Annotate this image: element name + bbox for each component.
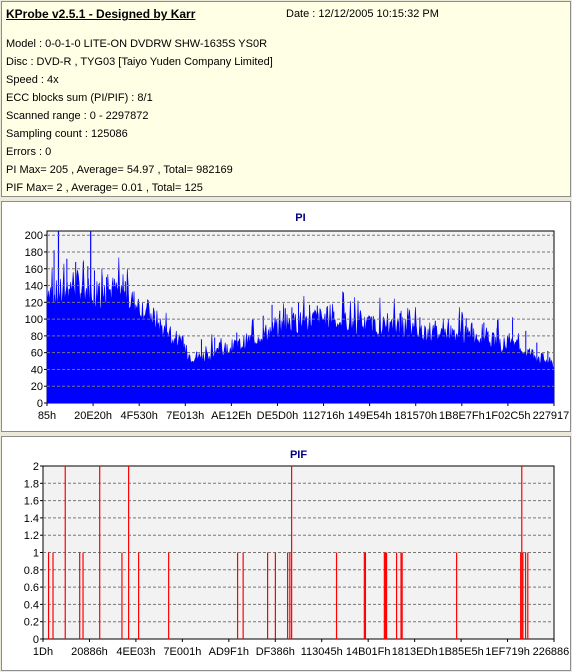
x-tick-label: AD9F1h (209, 646, 249, 658)
x-tick-label: 1EF719h (485, 646, 530, 658)
x-tick-label: 112716h (303, 410, 345, 422)
x-tick-label: 20E20h (74, 410, 112, 422)
x-tick-label: 85h (38, 410, 56, 422)
info-disc: Disc : DVD-R , TYG03 [Taiyo Yuden Compan… (6, 56, 273, 68)
info-pi-summary: PI Max= 205 , Average= 54.97 , Total= 98… (6, 164, 233, 176)
x-tick-label: DF386h (256, 646, 295, 658)
app-title: KProbe v2.5.1 - Designed by Karr (6, 7, 196, 21)
x-tick-label: 7E001h (163, 646, 201, 658)
pi-chart-panel: PI 0 20 40 60 80 100 120 140 160 180 200 85h 20E20h 4F… (1, 201, 571, 432)
y-tick-label: 1.8 (24, 478, 39, 490)
info-scanned-range: Scanned range : 0 - 2297872 (6, 110, 149, 122)
scan-details: Model : 0-0-1-0 LITE-ON DVDRW SHW-1635S … (6, 35, 273, 197)
info-speed: Speed : 4x (6, 74, 59, 86)
x-tick-label: AE12Eh (211, 410, 251, 422)
pif-chart-panel: PIF 0 0.2 0.4 0.6 0.8 1 1.2 1.4 1.6 1.8 2 1Dh 20886h 4… (1, 436, 571, 671)
x-tick-label: 7E013h (166, 410, 204, 422)
y-tick-label: 0.6 (24, 582, 39, 594)
x-tick-label: 1F02C5h (485, 410, 530, 422)
x-tick-label: 226886h (533, 646, 570, 658)
x-tick-label: 1B8E7Fh (439, 410, 485, 422)
chart-title: PI (295, 212, 305, 224)
y-tick-label: 0 (37, 398, 43, 410)
x-tick-label: 181570h (394, 410, 437, 422)
x-tick-label: DE5D0h (257, 410, 299, 422)
y-tick-label: 200 (25, 230, 43, 242)
x-tick-label: 149E54h (348, 410, 392, 422)
info-pif-summary: PIF Max= 2 , Average= 0.01 , Total= 125 (6, 182, 203, 194)
y-tick-label: 0.8 (24, 565, 39, 577)
x-tick-label: 1813EDh (392, 646, 438, 658)
y-tick-label: 0.2 (24, 617, 39, 629)
chart-title: PIF (290, 449, 307, 461)
info-model: Model : 0-0-1-0 LITE-ON DVDRW SHW-1635S … (6, 38, 268, 50)
y-tick-label: 80 (31, 331, 43, 343)
scan-date: Date : 12/12/2005 10:15:32 PM (286, 8, 439, 20)
y-tick-label: 140 (25, 281, 43, 293)
x-tick-label: 14B01Fh (346, 646, 391, 658)
info-panel: KProbe v2.5.1 - Designed by Karr Date : … (1, 1, 571, 197)
pif-chart: PIF 0 0.2 0.4 0.6 0.8 1 1.2 1.4 1.6 1.8 2 1Dh 20886h 4… (24, 449, 570, 658)
x-tick-label: 227917h (533, 410, 570, 422)
y-tick-label: 1 (33, 548, 39, 560)
y-tick-label: 0 (33, 634, 39, 646)
info-ecc-blocks: ECC blocks sum (PI/PIF) : 8/1 (6, 92, 153, 104)
y-tick-label: 1.4 (24, 513, 39, 525)
y-tick-label: 20 (31, 381, 43, 393)
y-tick-label: 180 (25, 247, 43, 259)
x-tick-label: 113045h (301, 646, 343, 658)
y-tick-label: 0.4 (24, 599, 39, 611)
y-tick-label: 60 (31, 348, 43, 360)
x-tick-label: 4EE03h (116, 646, 155, 658)
y-tick-label: 1.6 (24, 496, 39, 508)
info-sampling-count: Sampling count : 125086 (6, 128, 128, 140)
y-tick-label: 120 (25, 297, 43, 309)
x-tick-label: 1B85E5h (438, 646, 483, 658)
x-tick-label: 4F530h (121, 410, 158, 422)
x-tick-label: 20886h (71, 646, 108, 658)
y-tick-label: 1.2 (24, 530, 39, 542)
x-tick-label: 1Dh (33, 646, 53, 658)
y-tick-label: 2 (33, 461, 39, 473)
pi-series (46, 257, 555, 404)
info-errors: Errors : 0 (6, 146, 52, 158)
y-tick-label: 40 (31, 364, 43, 376)
pi-chart: PI 0 20 40 60 80 100 120 140 160 180 200 85h 20E20h 4F… (25, 212, 570, 422)
y-tick-label: 100 (25, 314, 43, 326)
y-tick-label: 160 (25, 264, 43, 276)
